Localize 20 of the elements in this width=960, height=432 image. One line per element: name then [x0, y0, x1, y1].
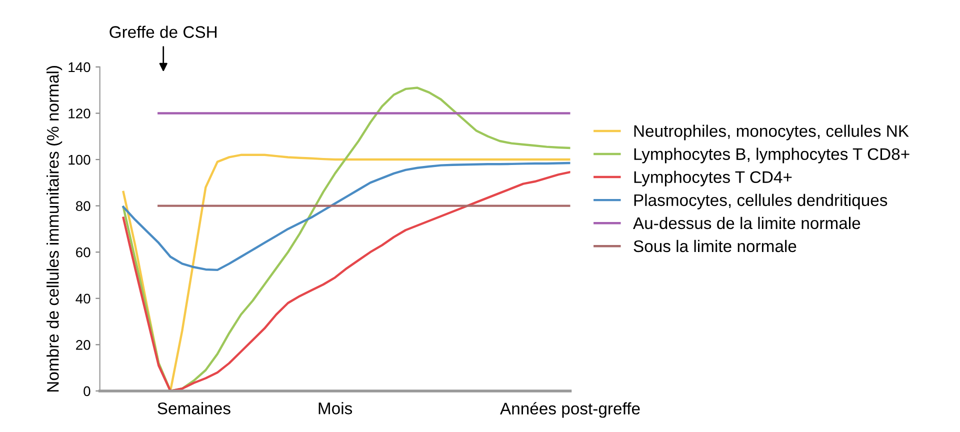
legend-label: Lymphocytes T CD4+: [634, 170, 792, 186]
text: Greffe de CSH: [110, 26, 216, 38]
y-tick-label: 120: [68, 108, 90, 118]
y-axis-title: Nombre de cellules immunitaires (% normal): [46, 66, 62, 392]
legend-label: Neutrophiles, monocytes, cellules NK: [634, 124, 909, 140]
y-tick-label: 100: [68, 154, 90, 165]
y-tick-label: 80: [76, 201, 90, 211]
y-tick-label: 40: [76, 294, 90, 304]
legend-label: Lymphocytes B, lymphocytes T CD8+: [634, 148, 910, 164]
x-tick-label: Mois: [318, 402, 352, 414]
y-tick-label: 140: [68, 62, 90, 72]
y-tick-label: 0: [84, 386, 90, 396]
legend-label: Plasmocytes, cellules dendritiques: [634, 194, 888, 210]
x-tick-label: Semaines: [158, 402, 230, 414]
line-series: [122, 162, 570, 272]
y-tick-label: 60: [76, 247, 90, 258]
legend-label: Sous la limite normale: [634, 240, 796, 252]
legend-label: Au-dessus de la limite normale: [633, 216, 860, 230]
x-tick-label: Années post-greffe: [500, 402, 640, 418]
y-tick-label: 20: [76, 340, 90, 350]
